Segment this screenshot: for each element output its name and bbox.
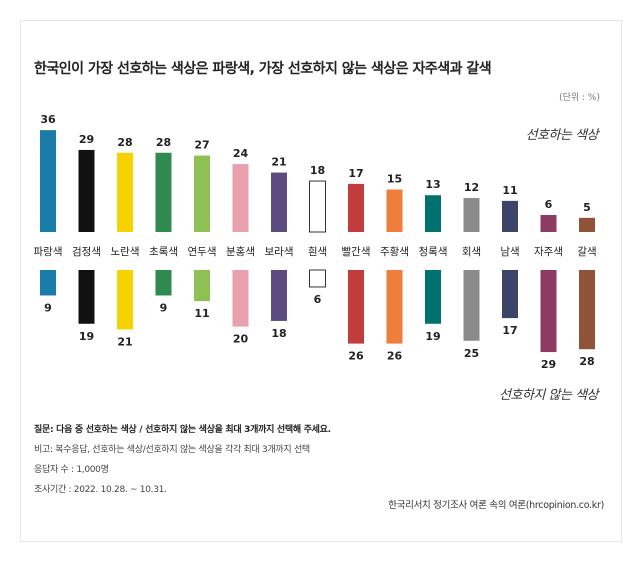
bar-not-preferred-5	[232, 270, 249, 327]
bar-not-preferred-13	[540, 270, 557, 353]
value-label-preferred: 17	[348, 167, 363, 180]
bar-not-preferred-4	[194, 270, 210, 302]
bar-preferred-0	[40, 130, 56, 232]
category-label: 청록색	[419, 246, 448, 258]
bar-preferred-10	[425, 195, 441, 232]
value-label-not-preferred: 26	[348, 350, 364, 363]
category-label: 주황색	[380, 246, 409, 258]
value-label-preferred: 11	[502, 184, 517, 197]
value-label-not-preferred: 18	[271, 327, 286, 340]
bar-not-preferred-10	[425, 270, 441, 324]
bar-preferred-4	[194, 155, 210, 232]
value-label-preferred: 27	[194, 139, 209, 152]
category-label: 흰색	[308, 246, 327, 258]
bar-not-preferred-11	[463, 270, 480, 341]
legend-not-preferred: 선호하지 않는 색상	[499, 388, 598, 403]
value-label-preferred: 12	[464, 181, 479, 194]
respondents-note: 응답자 수 : 1,000명	[34, 465, 109, 475]
value-label-not-preferred: 9	[44, 301, 52, 314]
category-label: 자주색	[534, 246, 563, 258]
category-label: 노란색	[111, 246, 140, 258]
bar-not-preferred-1	[78, 270, 95, 324]
category-label: 회색	[462, 246, 481, 258]
value-label-preferred: 24	[233, 147, 249, 160]
value-label-not-preferred: 9	[160, 301, 168, 314]
category-label: 검정색	[72, 246, 101, 258]
value-label-preferred: 13	[425, 178, 440, 191]
source-note: 한국리서치 정기조사 여론 속의 여론(hrcopinion.co.kr)	[388, 500, 604, 511]
chart-title: 한국인이 가장 선호하는 색상은 파랑색, 가장 선호하지 않는 색상은 자주색…	[34, 61, 492, 77]
category-label: 남색	[500, 246, 519, 258]
value-label-preferred: 21	[271, 156, 286, 169]
value-label-not-preferred: 25	[464, 347, 479, 360]
value-label-preferred: 6	[545, 198, 553, 211]
legend-preferred: 선호하는 색상	[525, 128, 599, 143]
bar-preferred-2	[117, 152, 133, 232]
survey-notes: 질문: 다음 중 선호하는 색상 / 선호하지 않는 색상을 최대 3개까지 선…	[34, 420, 331, 500]
bar-preferred-12	[502, 200, 518, 232]
value-label-not-preferred: 19	[79, 330, 94, 343]
category-label: 파랑색	[34, 246, 63, 258]
value-label-preferred: 36	[40, 113, 56, 126]
bar-not-preferred-3	[155, 270, 172, 296]
period-note: 조사기간 : 2022. 10.28. ~ 10.31.	[34, 485, 167, 495]
bar-preferred-1	[78, 149, 95, 232]
bar-not-preferred-6	[271, 270, 287, 321]
unit-label: (단위 : %)	[559, 93, 600, 103]
value-label-preferred: 29	[79, 133, 94, 146]
bar-preferred-3	[155, 152, 172, 232]
value-label-preferred: 15	[387, 173, 402, 186]
value-label-preferred: 5	[583, 201, 591, 214]
bar-not-preferred-14	[579, 270, 595, 350]
value-label-not-preferred: 28	[579, 355, 594, 368]
bar-not-preferred-12	[502, 270, 518, 319]
question-note: 질문: 다음 중 선호하는 색상 / 선호하지 않는 색상을 최대 3개까지 선…	[34, 425, 331, 435]
value-label-not-preferred: 11	[194, 307, 209, 320]
bar-not-preferred-0	[40, 270, 56, 296]
bar-preferred-7	[309, 180, 326, 233]
bar-preferred-13	[540, 215, 557, 232]
category-label: 연두색	[188, 246, 217, 258]
bar-preferred-8	[348, 183, 364, 232]
value-label-not-preferred: 6	[314, 293, 322, 306]
bar-not-preferred-2	[117, 270, 133, 330]
value-label-not-preferred: 19	[425, 330, 440, 343]
value-label-not-preferred: 20	[233, 333, 249, 346]
value-label-preferred: 28	[117, 136, 132, 149]
bar-preferred-9	[386, 189, 403, 232]
bar-preferred-5	[232, 164, 249, 232]
value-label-preferred: 18	[310, 164, 325, 177]
category-label: 보라색	[265, 246, 294, 258]
category-label: 갈색	[577, 245, 596, 258]
category-label: 빨간색	[342, 246, 371, 258]
value-label-not-preferred: 26	[387, 350, 403, 363]
remark-note: 비고: 복수응답, 선호하는 색상/선호하지 않는 색상을 각각 최대 3개까지…	[34, 445, 310, 455]
bar-preferred-14	[579, 217, 595, 232]
value-label-not-preferred: 17	[502, 324, 517, 337]
value-label-not-preferred: 21	[117, 335, 132, 348]
bar-preferred-6	[271, 172, 287, 232]
bar-not-preferred-8	[348, 270, 364, 344]
category-label: 분홍색	[226, 245, 255, 258]
bar-not-preferred-9	[386, 270, 403, 344]
bar-not-preferred-7	[309, 269, 326, 288]
bar-preferred-11	[463, 198, 480, 232]
value-label-preferred: 28	[156, 136, 171, 149]
value-label-not-preferred: 29	[541, 358, 556, 371]
category-label: 초록색	[149, 246, 178, 258]
